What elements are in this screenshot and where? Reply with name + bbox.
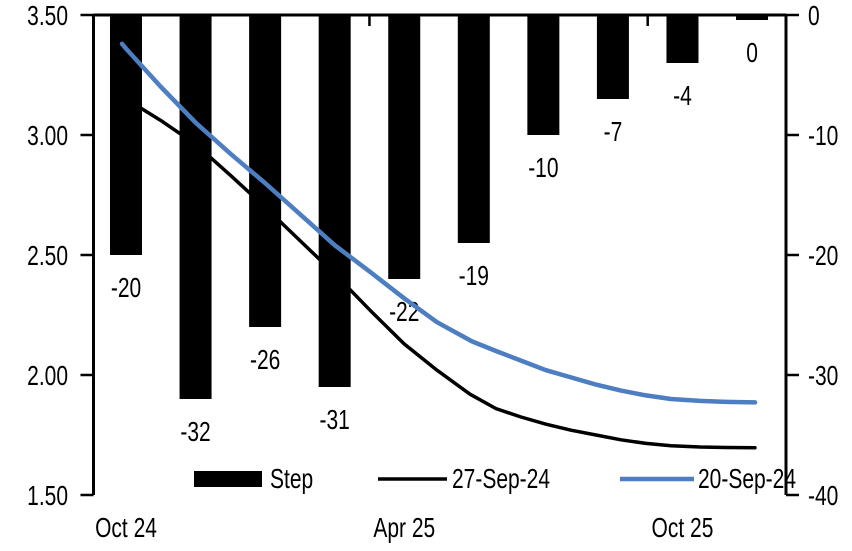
bar-step--7 xyxy=(596,15,629,99)
bar-step--4 xyxy=(666,15,699,63)
bar-value-label: -32 xyxy=(180,417,210,448)
bar-value-label: -19 xyxy=(459,261,489,292)
line-20-Sep-24 xyxy=(119,41,758,405)
bar-value-label: -26 xyxy=(250,345,280,376)
bar-step-0 xyxy=(736,15,769,20)
bar-value-label: -7 xyxy=(604,117,623,148)
bar-value-label: -20 xyxy=(111,273,141,304)
right-axis-tick-label: -30 xyxy=(808,361,838,392)
x-axis-label: Oct 25 xyxy=(652,513,714,544)
bar-value-label: 0 xyxy=(746,38,758,69)
left-axis-tick-label: 1.50 xyxy=(27,481,68,512)
bar-value-label: -4 xyxy=(673,81,692,112)
x-axis-label: Oct 24 xyxy=(95,513,157,544)
bar-step--10 xyxy=(527,15,560,135)
bar-step--20 xyxy=(110,15,142,255)
left-axis-tick-label: 3.50 xyxy=(27,1,68,32)
line-27-Sep-24 xyxy=(120,92,757,450)
left-axis-tick-label: 2.00 xyxy=(27,361,68,392)
legend-label-27-Sep-24: 27-Sep-24 xyxy=(452,464,550,495)
left-axis-tick-label: 3.00 xyxy=(27,121,68,152)
legend-swatch-Step xyxy=(194,471,262,487)
right-axis-tick-label: -40 xyxy=(808,481,838,512)
bar-value-label: -22 xyxy=(389,297,419,328)
bar-step--32 xyxy=(179,15,212,399)
right-axis-tick-label: 0 xyxy=(808,1,820,32)
x-axis-label: Apr 25 xyxy=(373,513,435,544)
bar-step--31 xyxy=(318,15,351,387)
right-axis-tick-label: -20 xyxy=(808,241,838,272)
legend-label-20-Sep-24: 20-Sep-24 xyxy=(698,464,796,495)
bar-step--22 xyxy=(388,15,421,279)
bar-value-label: -31 xyxy=(320,405,350,436)
right-axis-tick-label: -10 xyxy=(808,121,838,152)
bar-value-label: -10 xyxy=(528,153,558,184)
left-axis-tick-label: 2.50 xyxy=(27,241,68,272)
bar-step--26 xyxy=(249,15,282,327)
legend-label-Step: Step xyxy=(270,464,313,495)
bar-step--19 xyxy=(457,15,490,243)
